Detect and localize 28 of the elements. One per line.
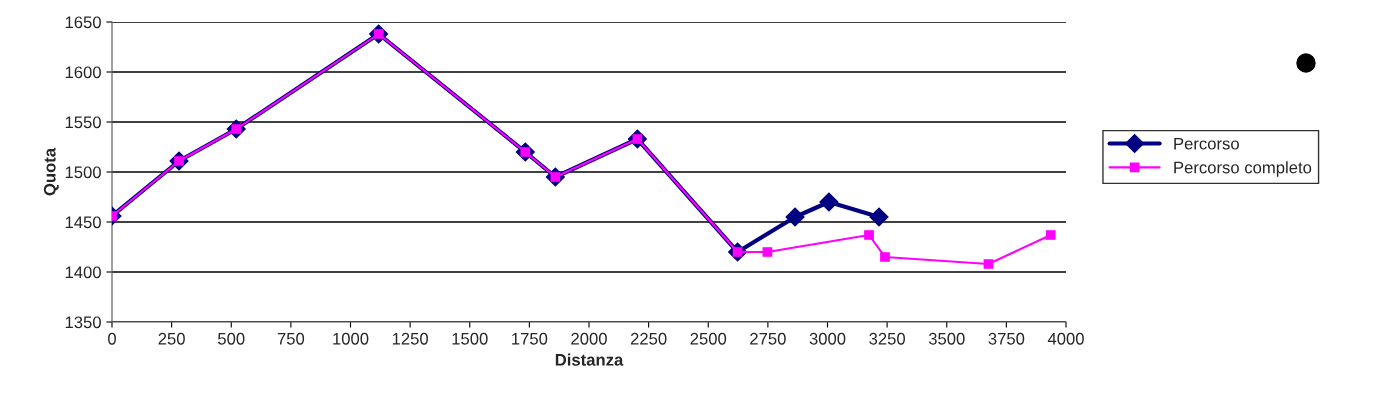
- x-tick-label: 1250: [392, 332, 429, 345]
- x-tick-label: 750: [277, 332, 305, 345]
- y-tick-label: 1600: [65, 66, 101, 79]
- x-tick-label: 1750: [512, 332, 548, 345]
- y-tick-label: 1650: [65, 16, 101, 29]
- x-tick-label: 3500: [928, 332, 965, 345]
- x-tick-label: 3250: [869, 332, 906, 345]
- y-tick-label: 1450: [65, 216, 101, 229]
- x-tick-label: 2250: [630, 332, 667, 345]
- x-axis-title: Distanza: [555, 353, 624, 366]
- x-tick-label: 2500: [690, 332, 727, 345]
- x-tick-label: 0: [108, 332, 116, 345]
- y-tick-label: 1500: [65, 166, 101, 179]
- y-tick-label: 1550: [65, 116, 101, 129]
- x-tick-label: 2000: [571, 332, 607, 345]
- y-tick-label: 1350: [65, 316, 101, 329]
- x-tick-label: 1000: [333, 332, 369, 345]
- x-tick-label: 250: [158, 332, 185, 345]
- legend-label: Percorso: [1174, 137, 1239, 150]
- x-tick-label: 3000: [809, 332, 846, 345]
- x-tick-label: 2750: [750, 332, 786, 345]
- x-tick-label: 3750: [988, 332, 1025, 345]
- x-tick-label: 1500: [452, 332, 488, 345]
- y-axis-title: Quota: [43, 147, 59, 196]
- legend-label: Percorso completo: [1174, 161, 1312, 177]
- y-tick-label: 1400: [65, 266, 101, 279]
- x-tick-label: 4000: [1047, 332, 1084, 345]
- x-tick-label: 500: [218, 332, 245, 345]
